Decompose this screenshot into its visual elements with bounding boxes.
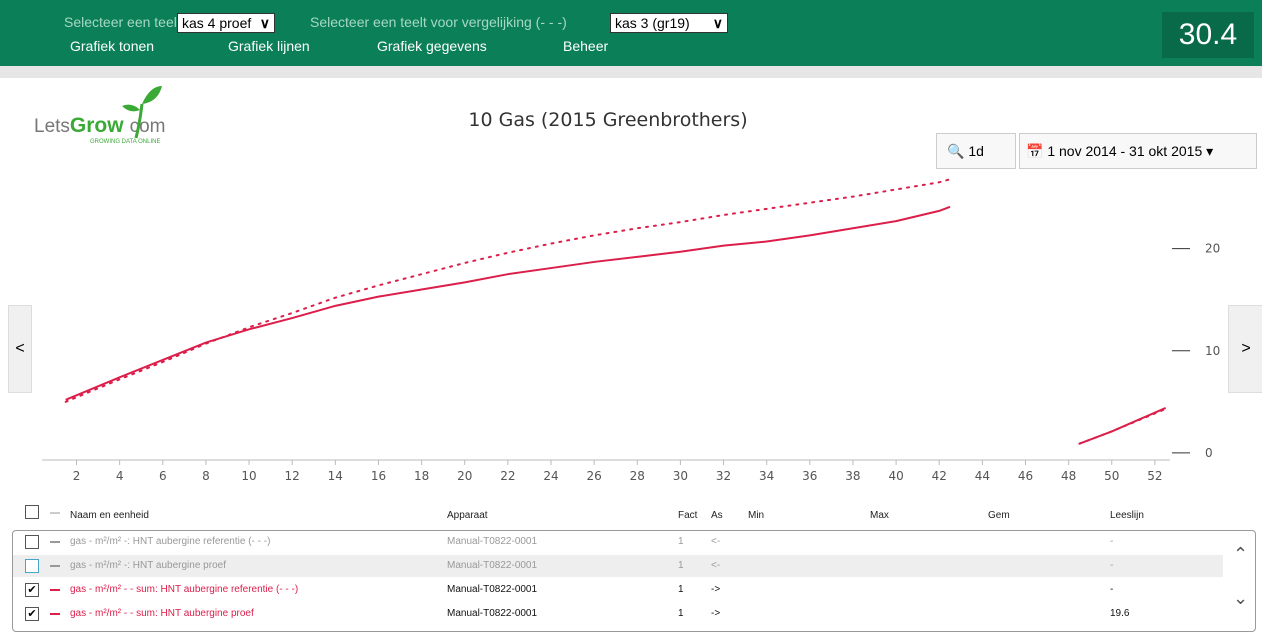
y-tick-label: 0 (1205, 446, 1213, 460)
menu-item[interactable]: Grafiek tonen (70, 38, 155, 54)
x-tick-label: 18 (414, 469, 429, 483)
row-fact: 1 (678, 536, 684, 547)
column-header: Max (870, 510, 889, 521)
x-tick-label: 6 (159, 469, 167, 483)
row-leeslijn: - (1110, 560, 1114, 571)
x-tick-label: 34 (759, 469, 774, 483)
row-device: Manual-T0822-0001 (447, 608, 538, 619)
row-fact: 1 (678, 560, 684, 571)
row-device: Manual-T0822-0001 (447, 560, 538, 571)
logo-tagline: GROWING DATA ONLINE (90, 139, 161, 145)
row-as: -> (711, 584, 721, 595)
row-checkbox[interactable]: ✔ (25, 607, 39, 621)
row-fact: 1 (678, 608, 684, 619)
x-tick-label: 46 (1018, 469, 1033, 483)
chart: 10 Gas (2015 Greenbrothers) 2 4 6 8 10 12 14 16… (42, 109, 1220, 483)
row-as: -> (711, 608, 721, 619)
row-device: Manual-T0822-0001 (447, 584, 538, 595)
row-as: <- (711, 560, 721, 571)
x-tick-label: 26 (586, 469, 601, 483)
x-tick-label: 30 (673, 469, 688, 483)
compare-label: Selecteer een teelt voor vergelijking (-… (310, 14, 567, 30)
prev-button[interactable]: < (8, 305, 32, 393)
x-tick-label: 24 (543, 469, 558, 483)
row-name: gas - m²/m² - - sum: HNT aubergine proef (70, 608, 254, 619)
column-header: As (711, 510, 723, 521)
header-dash (50, 512, 60, 514)
range-button[interactable]: 📅 1 nov 2014 - 31 okt 2015 ▾ (1019, 133, 1257, 169)
x-tick-label: 52 (1147, 469, 1162, 483)
x-tick-label: 12 (285, 469, 300, 483)
row-color (50, 541, 60, 543)
line-series (65, 205, 1167, 445)
x-tick-label: 2 (73, 469, 81, 483)
logo-lets: Lets (34, 116, 70, 137)
x-tick-label: 20 (457, 469, 472, 483)
scroll-down[interactable]: ⌄ (1233, 588, 1249, 608)
header-band (0, 66, 1262, 78)
row-leeslijn: - (1110, 536, 1114, 547)
x-tick-label: 14 (328, 469, 343, 483)
x-tick-label: 42 (932, 469, 947, 483)
x-tick-label: 40 (888, 469, 903, 483)
x-tick-label: 4 (116, 469, 124, 483)
row-name: gas - m²/m² - - sum: HNT aubergine refer… (70, 584, 299, 595)
compare-value: kas 3 (gr19) (615, 15, 690, 31)
header (0, 0, 1262, 66)
logo-sprout (122, 86, 162, 139)
row-leeslijn: - (1110, 584, 1114, 595)
x-tick-label: 10 (241, 469, 256, 483)
x-tick-label: 32 (716, 469, 731, 483)
row-checkbox[interactable] (25, 535, 39, 549)
range-label: 1 nov 2014 - 31 okt 2015 (1047, 143, 1203, 159)
row-color (50, 565, 60, 567)
x-tick-label: 28 (630, 469, 645, 483)
x-tick-label: 22 (500, 469, 515, 483)
row-color (50, 589, 60, 591)
logo-grow: Grow (69, 114, 124, 137)
row-leeslijn: 19.6 (1110, 608, 1130, 619)
row-as: <- (711, 536, 721, 547)
x-tick-label: 8 (202, 469, 210, 483)
menu-item[interactable]: Grafiek lijnen (228, 38, 310, 54)
header-checkbox[interactable] (25, 505, 39, 519)
x-tick-label: 50 (1104, 469, 1119, 483)
chart-title: 10 Gas (2015 Greenbrothers) (468, 109, 747, 131)
row-device: Manual-T0822-0001 (447, 536, 538, 547)
row-highlight (13, 555, 1223, 577)
menu-item[interactable]: Beheer (563, 38, 609, 54)
compare-select[interactable]: kas 3 (gr19) ∨ (610, 13, 728, 33)
logo: LetsGrow com (34, 114, 166, 138)
column-header: Leeslijn (1110, 510, 1144, 521)
row-fact: 1 (678, 584, 684, 595)
teelt-label: Selecteer een teelt (64, 14, 181, 30)
x-tick-label: 16 (371, 469, 386, 483)
scroll-up[interactable]: ⌃ (1233, 544, 1249, 564)
zoom-label: 1d (968, 143, 984, 159)
x-tick-label: 38 (845, 469, 860, 483)
x-tick-label: 36 (802, 469, 817, 483)
row-color (50, 613, 60, 615)
score: 30.4 (1162, 12, 1254, 58)
column-header: Min (748, 510, 765, 521)
y-tick-label: 20 (1205, 242, 1220, 256)
row-checkbox[interactable] (25, 559, 39, 573)
row-name: gas - m²/m² -: HNT aubergine proef (70, 560, 226, 571)
column-header: Naam en eenheid (70, 510, 149, 521)
menu-item[interactable]: Grafiek gegevens (377, 38, 487, 54)
zoom-button[interactable]: 🔍 1d (936, 133, 1016, 169)
teelt-select[interactable]: kas 4 proef ∨ (177, 13, 275, 33)
x-tick-label: 44 (975, 469, 990, 483)
row-name: gas - m²/m² -: HNT aubergine referentie … (70, 536, 271, 547)
teelt-value: kas 4 proef (182, 15, 252, 31)
y-tick-label: 10 (1205, 344, 1220, 358)
line-series (64, 178, 1167, 445)
x-tick-label: 48 (1061, 469, 1076, 483)
column-header: Fact (678, 510, 698, 521)
column-header: Gem (988, 510, 1010, 521)
next-button[interactable]: > (1228, 305, 1262, 393)
column-header: Apparaat (447, 510, 488, 521)
row-checkbox[interactable]: ✔ (25, 583, 39, 597)
